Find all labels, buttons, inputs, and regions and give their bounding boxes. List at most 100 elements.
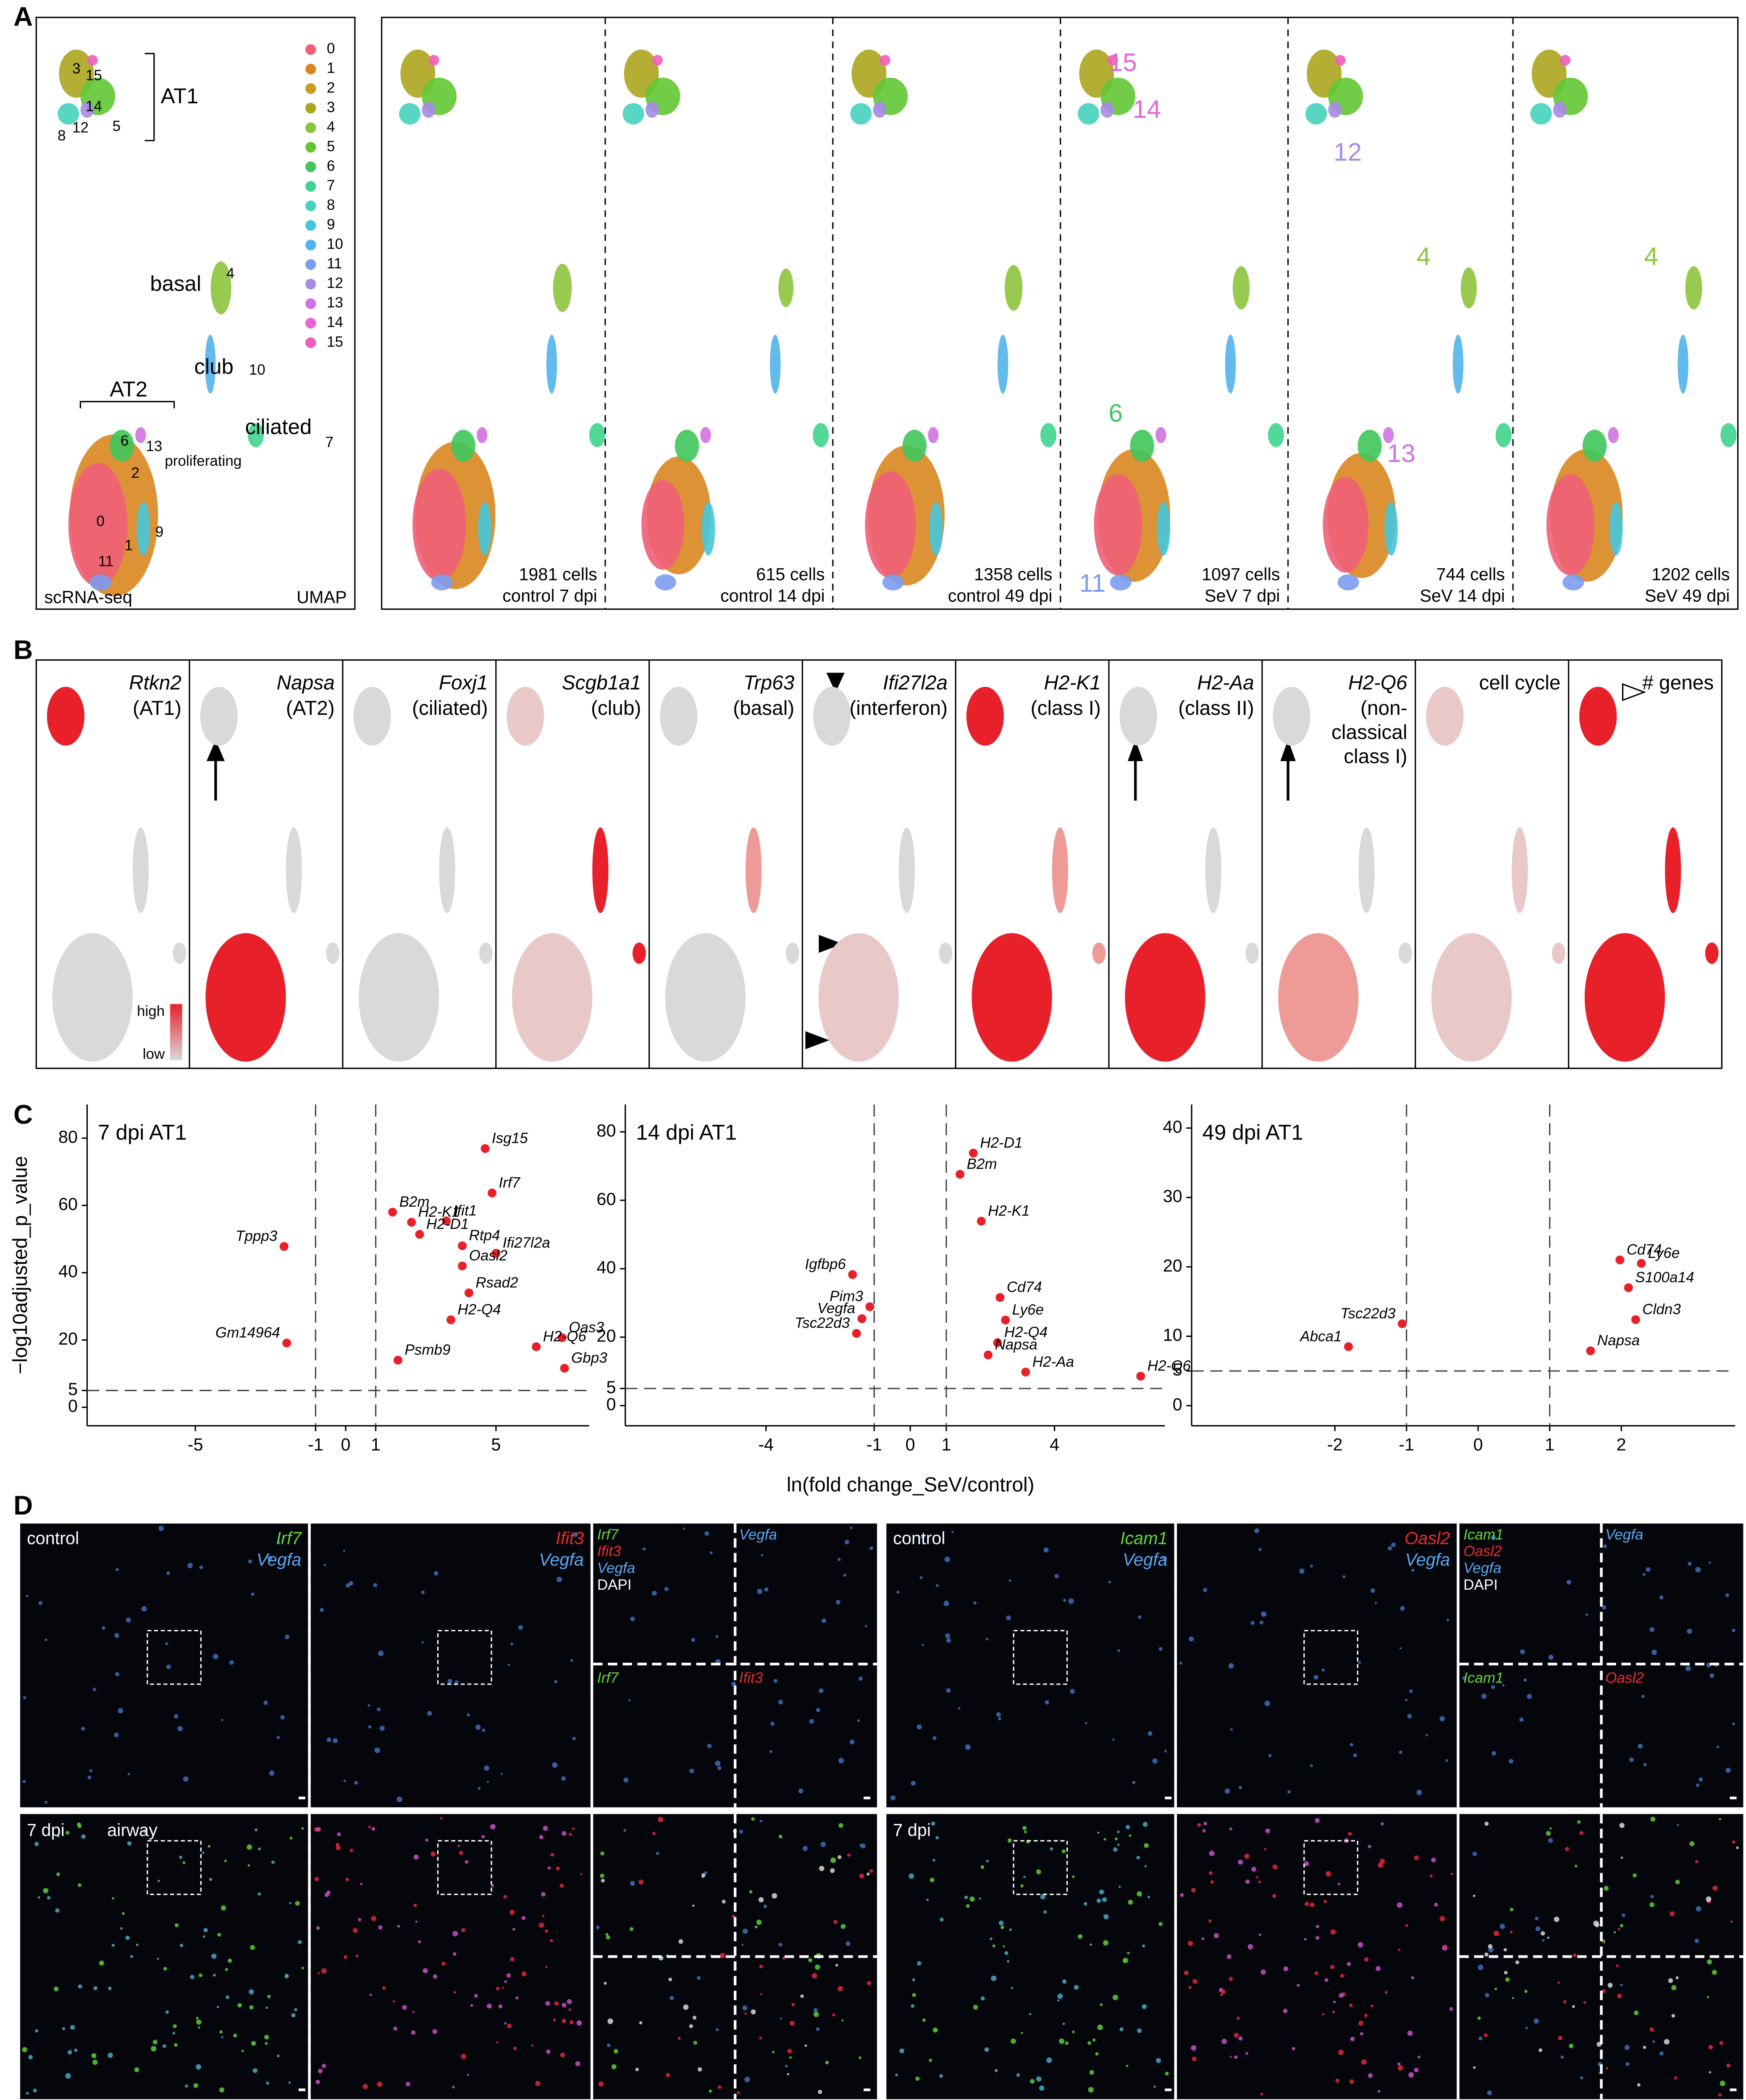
signal-spot	[552, 1762, 558, 1768]
point-label: H2-Q6	[1147, 1358, 1191, 1374]
signal-spot	[859, 2056, 862, 2059]
signal-spot	[1260, 2092, 1263, 2096]
cell-cluster	[210, 261, 231, 315]
signal-spot	[1263, 1848, 1266, 1851]
signal-spot	[503, 1895, 507, 1899]
signal-spot	[908, 1873, 914, 1879]
signal-spot	[998, 1920, 1004, 1926]
signal-spot	[1709, 1673, 1714, 1678]
signal-spot	[630, 1616, 635, 1622]
signal-spot	[343, 1780, 346, 1782]
feature-subtitle: (interferon)	[849, 697, 948, 719]
signal-spot	[393, 2026, 398, 2031]
signal-spot	[1147, 1895, 1150, 1898]
point-label: Napsa	[995, 1336, 1037, 1353]
signal-spot	[172, 2032, 176, 2035]
signal-spot	[1221, 1989, 1226, 1994]
signal-spot	[1078, 1934, 1083, 1939]
signal-spot	[760, 1993, 762, 1995]
feature-subtitle: (class II)	[1178, 697, 1254, 719]
signal-spot	[33, 2088, 37, 2092]
signal-spot	[481, 1835, 485, 1839]
cell-cluster	[137, 502, 150, 556]
signal-spot	[1491, 1535, 1496, 1541]
signal-spot	[345, 1877, 349, 1881]
cell-cluster	[412, 468, 466, 581]
cell-cluster	[1305, 103, 1327, 125]
cluster-tag: 11	[98, 553, 113, 570]
signal-spot	[187, 1563, 193, 1568]
feature-blob	[1205, 827, 1221, 913]
signal-spot	[1499, 1924, 1505, 1929]
signal-spot	[1304, 1861, 1309, 1866]
scale-bar	[1730, 1796, 1737, 1800]
signal-spot	[478, 1787, 481, 1790]
signal-spot	[1604, 1886, 1609, 1891]
cell-cluster	[1562, 574, 1584, 591]
cell-cluster	[1553, 102, 1567, 118]
signal-spot	[1112, 1995, 1118, 2000]
signal-spot	[1330, 1965, 1335, 1969]
signal-spot	[866, 1981, 872, 1986]
signal-spot	[1634, 2011, 1639, 2016]
signal-spot	[715, 1760, 721, 1766]
cell-cluster	[675, 430, 699, 462]
signal-spot	[1349, 2079, 1354, 2084]
signal-spot	[211, 1953, 217, 1959]
signal-spot	[1068, 1598, 1074, 1604]
signal-spot	[127, 1773, 130, 1776]
signal-spot	[1434, 1903, 1438, 1907]
point-label: Cd74	[1627, 1242, 1662, 1258]
signal-spot	[421, 1641, 424, 1644]
signal-spot	[258, 1847, 261, 1851]
signal-spot	[276, 1736, 280, 1739]
cell-count: 1358 cells	[974, 564, 1053, 584]
signal-spot	[127, 1841, 132, 1846]
point	[1397, 1319, 1407, 1328]
signal-spot	[778, 1699, 783, 1705]
signal-spot	[118, 1708, 123, 1714]
signal-spot	[1519, 1717, 1524, 1722]
signal-spot	[985, 1638, 989, 1641]
signal-spot	[1491, 1751, 1496, 1756]
signal-spot	[343, 1550, 345, 1552]
signal-spot	[1730, 1920, 1733, 1923]
signal-spot	[1350, 2037, 1355, 2042]
feature-blob	[1431, 933, 1512, 1062]
cell-cluster	[641, 480, 685, 570]
signal-spot	[267, 1995, 271, 1998]
legend-label: 14	[327, 314, 343, 331]
signal-spot	[368, 1825, 371, 1829]
signal-spot	[1523, 1678, 1527, 1682]
point-label: Gbp3	[571, 1350, 607, 1366]
point	[393, 1356, 403, 1365]
signal-spot	[336, 1843, 340, 1847]
signal-spot	[482, 1728, 486, 1732]
zoom-box	[147, 1630, 202, 1685]
cluster-callout: 13	[1387, 439, 1415, 467]
signal-spot	[461, 2054, 467, 2059]
point-label: Ifit1	[453, 1202, 477, 1219]
signal-spot	[1117, 1843, 1120, 1846]
signal-spot	[1473, 2066, 1476, 2069]
signal-spot	[1357, 1942, 1363, 1948]
signal-spot	[397, 1924, 400, 1928]
legend-swatch	[305, 259, 316, 270]
y-axis-label: −log10adjusted_p_value	[9, 1156, 32, 1374]
signal-spot	[452, 1931, 458, 1937]
signal-spot	[809, 1719, 814, 1724]
legend-label: 3	[327, 99, 335, 116]
legend-swatch	[305, 83, 316, 94]
cell-count: 1202 cells	[1651, 564, 1730, 584]
feature-title: Trp63	[743, 672, 795, 694]
signal-spot	[271, 1861, 275, 1864]
signal-spot	[1606, 2067, 1609, 2070]
signal-spot	[1616, 1964, 1619, 1967]
signal-spot	[379, 1725, 385, 1731]
signal-spot	[546, 2049, 551, 2054]
signal-spot	[1539, 2048, 1543, 2052]
signal-spot	[1272, 1864, 1278, 1869]
signal-spot	[257, 1892, 261, 1896]
signal-spot	[773, 1679, 777, 1683]
cell-cluster	[1530, 103, 1552, 125]
